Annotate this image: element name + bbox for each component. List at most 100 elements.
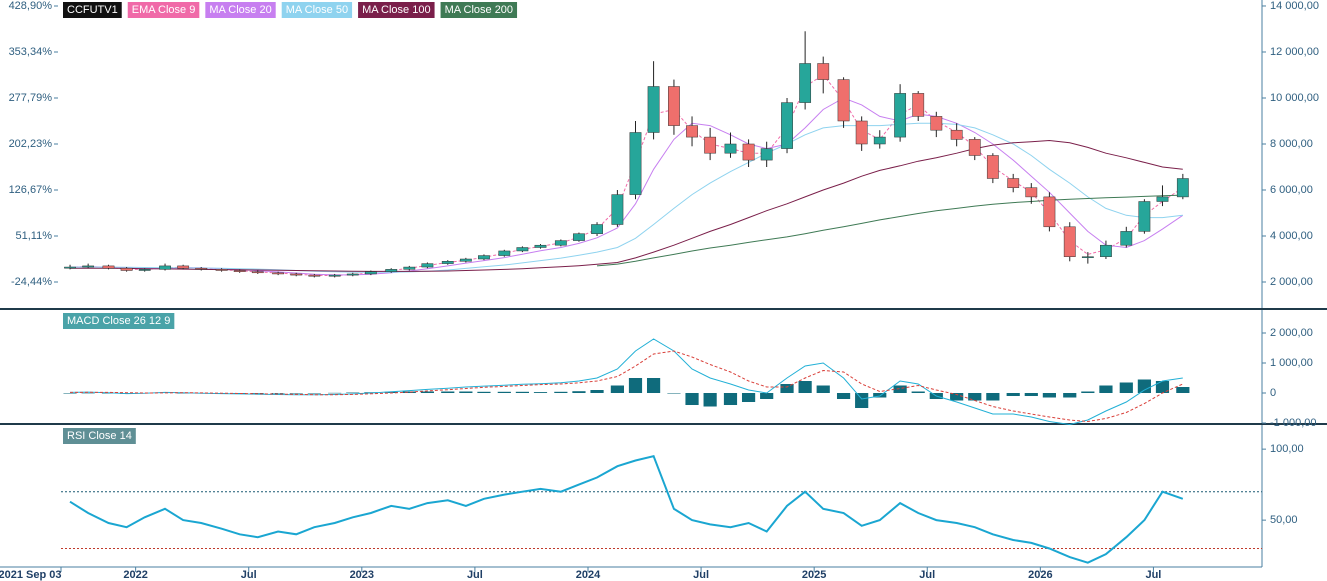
series-line [69, 350, 1184, 423]
legend-item: MA Close 200 [440, 2, 518, 18]
y-tick-label: 10 000,00 [1270, 92, 1319, 104]
legend-swatch [63, 428, 136, 444]
x-tick-label: 2022 [123, 569, 147, 581]
legend-item: MACD Close 26 12 9 [63, 313, 175, 329]
legend-label: MA Close 20 [209, 4, 271, 16]
candle-body [1176, 178, 1189, 198]
candle-body [478, 255, 490, 260]
candle-body [272, 272, 285, 275]
candle-body [873, 136, 886, 145]
y-tick-label: 2 000,00 [1270, 327, 1313, 339]
candle-body [1120, 231, 1133, 246]
histogram-bar [590, 390, 604, 394]
candle-body [724, 143, 737, 154]
candle-body [647, 86, 660, 133]
candle-body [385, 269, 398, 272]
candle-body [102, 265, 115, 269]
y2-tick-label: 202,23% [9, 138, 53, 150]
histogram-bar [101, 393, 116, 394]
histogram-bar [533, 392, 548, 394]
candle-body [459, 258, 472, 262]
y-tick-label: 6 000,00 [1270, 184, 1313, 196]
candle-body [64, 266, 76, 269]
series-line [70, 139, 1183, 272]
candle-body [195, 267, 208, 270]
histogram-bar [402, 391, 416, 394]
candle-body [516, 247, 529, 252]
x-tick-label: 2021 Sep 03 [0, 569, 62, 581]
y-tick-label: 8 000,00 [1270, 138, 1313, 150]
histogram-bar [685, 393, 699, 406]
candle-body [894, 93, 907, 138]
histogram-bar [515, 391, 529, 394]
histogram-bar [459, 391, 473, 394]
candle-body [799, 63, 812, 103]
legend-label: MA Close 200 [445, 4, 513, 16]
legend-swatch [281, 2, 353, 18]
histogram-bar [420, 391, 435, 394]
candle-body [950, 129, 963, 140]
candle-body [1100, 244, 1112, 257]
x-tick-label: Jul [919, 569, 935, 581]
candle-body [346, 273, 359, 276]
y-tick-label: 14 000,00 [1270, 0, 1319, 12]
candle-body [912, 93, 925, 117]
candle-body [1156, 196, 1169, 202]
y-tick-label: 100,00 [1270, 443, 1304, 455]
histogram-bar [1006, 393, 1020, 397]
candle-body [138, 269, 151, 271]
candle-body [781, 102, 793, 149]
histogram-bar [251, 393, 265, 394]
legend-label: RSI Close 14 [67, 430, 132, 442]
legend-swatch [358, 2, 435, 18]
legend-label: CCFUTV1 [67, 4, 118, 16]
candle-body [1081, 256, 1094, 258]
candle-body [1063, 226, 1076, 257]
legend-swatch [205, 2, 276, 18]
histogram-bar [271, 393, 285, 394]
y2-tick-label: 428,90% [9, 0, 53, 12]
candle-body [441, 261, 454, 264]
candle-body [120, 267, 133, 271]
histogram-bar [1081, 391, 1095, 394]
histogram-bar [816, 385, 830, 394]
histogram-bar [741, 393, 756, 403]
legend-item: EMA Close 9 [127, 2, 200, 18]
candle-body [498, 250, 511, 256]
candle-body [403, 266, 416, 270]
series-line [70, 122, 1183, 273]
candle-body [686, 125, 698, 138]
candle-body [1025, 187, 1038, 198]
candle-body [855, 120, 868, 145]
candle-body [629, 132, 642, 195]
candle-body [554, 240, 567, 246]
histogram-bar [950, 393, 964, 401]
y-tick-label: 4 000,00 [1270, 230, 1313, 242]
y-tick-label: 50,00 [1270, 514, 1298, 526]
candle-body [668, 86, 680, 126]
histogram-bar [346, 392, 360, 394]
histogram-bar [911, 391, 925, 394]
histogram-bar [477, 391, 491, 394]
histogram-bar [1042, 393, 1056, 398]
candle-body [1043, 196, 1056, 228]
histogram-bar [307, 393, 321, 394]
candle-body [930, 116, 943, 131]
candle-body [742, 143, 755, 161]
histogram-bar [63, 393, 77, 394]
series-line [69, 455, 1184, 564]
x-tick-label: 2023 [350, 569, 374, 581]
candle-body [159, 265, 171, 270]
candle-body [534, 244, 547, 248]
series-line [69, 338, 1183, 426]
histogram-bar [836, 393, 851, 400]
histogram-bar [646, 378, 661, 394]
y2-tick-label: 126,67% [9, 184, 53, 196]
histogram-bar [873, 393, 887, 398]
candle-body [968, 139, 981, 156]
y2-tick-label: 353,34% [9, 46, 53, 58]
candle-body [421, 263, 434, 268]
histogram-bar [554, 391, 568, 394]
